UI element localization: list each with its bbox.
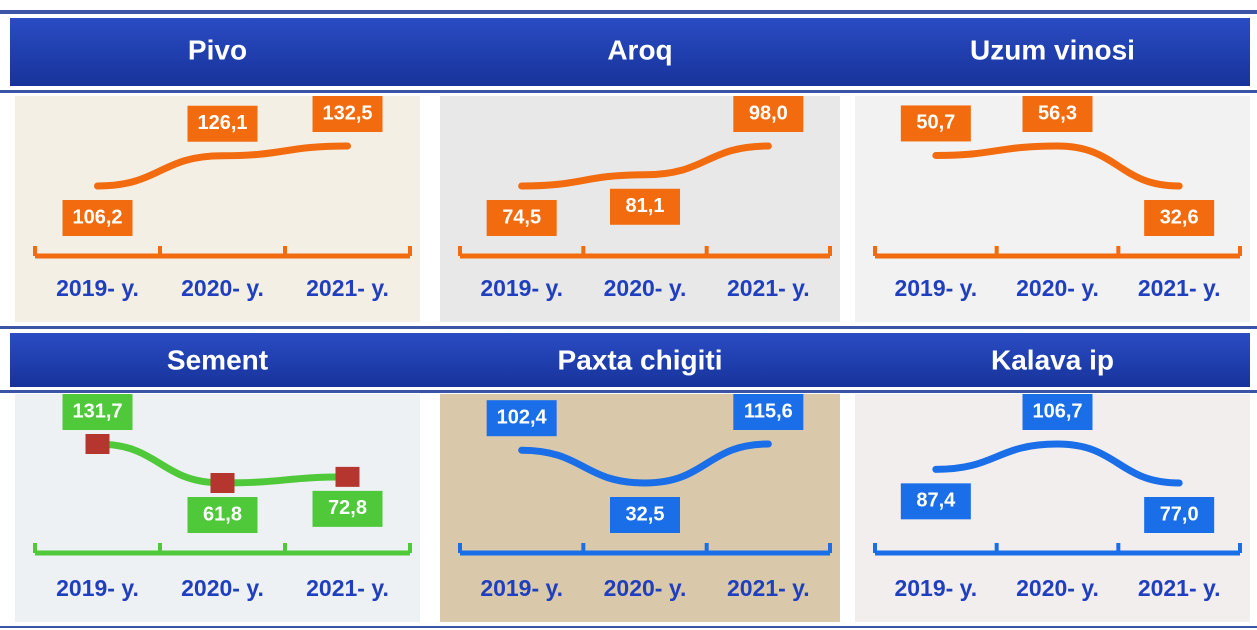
value-label: 74,5: [502, 206, 541, 228]
marker: [86, 434, 110, 454]
value-label: 56,3: [1038, 102, 1077, 124]
x-tick-label: 2021- y.: [306, 275, 389, 301]
chart-title: Aroq: [607, 34, 672, 65]
x-tick-label: 2019- y.: [894, 575, 977, 601]
chart-title: Uzum vinosi: [970, 34, 1135, 65]
chart-title: Kalava ip: [991, 344, 1114, 375]
value-label: 87,4: [916, 490, 956, 512]
value-label: 126,1: [197, 112, 247, 134]
x-tick-label: 2020- y.: [181, 275, 264, 301]
value-label: 106,2: [72, 206, 122, 228]
value-label: 77,0: [1160, 503, 1199, 525]
x-tick-label: 2020- y.: [1016, 275, 1099, 301]
chart-title: Paxta chigiti: [558, 344, 723, 375]
rule: [0, 90, 1257, 93]
value-label: 32,6: [1160, 206, 1199, 228]
rule: [0, 390, 1257, 393]
value-label: 81,1: [626, 195, 665, 217]
marker: [336, 467, 360, 487]
x-tick-label: 2019- y.: [894, 275, 977, 301]
rule: [0, 626, 1257, 628]
value-label: 106,7: [1032, 400, 1082, 422]
x-tick-label: 2021- y.: [1138, 575, 1221, 601]
x-tick-label: 2020- y.: [604, 275, 687, 301]
x-tick-label: 2020- y.: [181, 575, 264, 601]
x-tick-label: 2019- y.: [56, 275, 139, 301]
value-label: 72,8: [328, 497, 367, 519]
value-label: 50,7: [916, 112, 955, 134]
value-label: 115,6: [744, 400, 793, 422]
value-label: 102,4: [497, 406, 548, 428]
value-label: 131,7: [72, 400, 122, 422]
x-tick-label: 2019- y.: [56, 575, 139, 601]
rule: [0, 10, 1257, 14]
x-tick-label: 2020- y.: [1016, 575, 1099, 601]
value-label: 32,5: [626, 503, 665, 525]
x-tick-label: 2020- y.: [604, 575, 687, 601]
value-label: 98,0: [749, 102, 788, 124]
value-label: 61,8: [203, 503, 242, 525]
value-label: 132,5: [322, 102, 372, 124]
x-tick-label: 2021- y.: [1138, 275, 1221, 301]
x-tick-label: 2019- y.: [480, 275, 563, 301]
rule: [0, 326, 1257, 329]
chart-title: Sement: [167, 344, 268, 375]
marker: [211, 473, 235, 493]
infographic: Pivo 2019- y. 2020- y. 2021- y. 106,2 126,1 13…: [0, 0, 1257, 630]
chart-title: Pivo: [188, 34, 247, 65]
x-tick-label: 2019- y.: [480, 575, 563, 601]
x-tick-label: 2021- y.: [727, 275, 810, 301]
x-tick-label: 2021- y.: [727, 575, 810, 601]
x-tick-label: 2021- y.: [306, 575, 389, 601]
